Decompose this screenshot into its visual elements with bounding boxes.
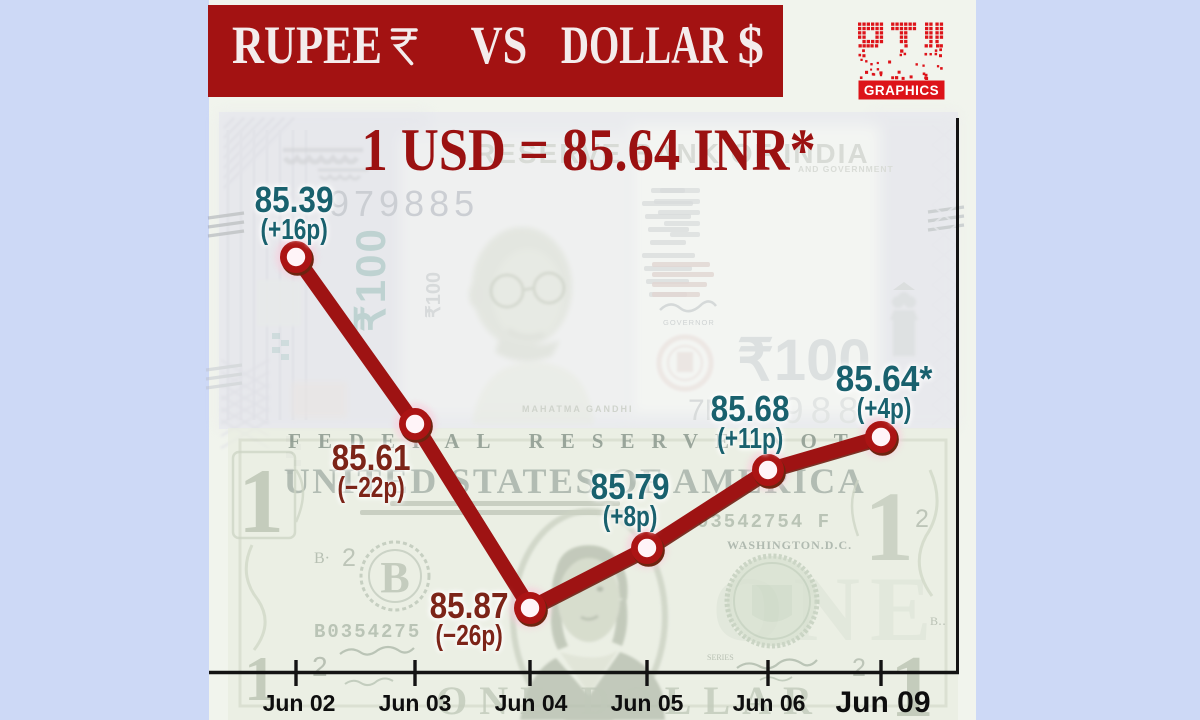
svg-text:B․․: B․․ — [930, 614, 946, 628]
svg-text:2: 2 — [852, 654, 866, 682]
svg-text:SERIES: SERIES — [707, 653, 734, 662]
svg-text:FEDERAL RESERVE NOTE: FEDERAL RESERVE NOTE — [288, 429, 896, 453]
svg-text:₹100: ₹100 — [423, 272, 445, 318]
svg-text:03542754 F: 03542754 F — [697, 511, 831, 533]
svg-text:2: 2 — [312, 651, 328, 682]
svg-text:GRAPHICS: GRAPHICS — [864, 83, 939, 98]
svg-text:B0354275: B0354275 — [314, 621, 421, 643]
svg-text:AND GOVERNMENT: AND GOVERNMENT — [798, 164, 894, 174]
svg-text:2: 2 — [342, 544, 356, 572]
svg-text:1: 1 — [244, 643, 276, 714]
svg-text:ONE DOLLAR: ONE DOLLAR — [436, 678, 824, 720]
svg-text:RESERVE BANK OF INDIA: RESERVE BANK OF INDIA — [475, 138, 870, 169]
svg-text:2: 2 — [915, 505, 929, 533]
svg-text:7M: 7M — [688, 394, 730, 427]
svg-text:MAHATMA GANDHI: MAHATMA GANDHI — [522, 404, 634, 414]
svg-text:1: 1 — [864, 471, 914, 582]
svg-text:1: 1 — [238, 450, 284, 552]
svg-text:GOVERNOR: GOVERNOR — [663, 318, 715, 327]
svg-text:979885: 979885 — [329, 183, 479, 224]
svg-text:988: 988 — [783, 390, 866, 431]
svg-text:₹100: ₹100 — [347, 227, 394, 332]
svg-text:B: B — [380, 553, 409, 602]
svg-text:1: 1 — [890, 639, 934, 720]
svg-text:WASHINGTON.D.C.: WASHINGTON.D.C. — [727, 538, 852, 552]
svg-text:B·: B· — [314, 550, 330, 567]
svg-text:₹100: ₹100 — [737, 328, 871, 393]
